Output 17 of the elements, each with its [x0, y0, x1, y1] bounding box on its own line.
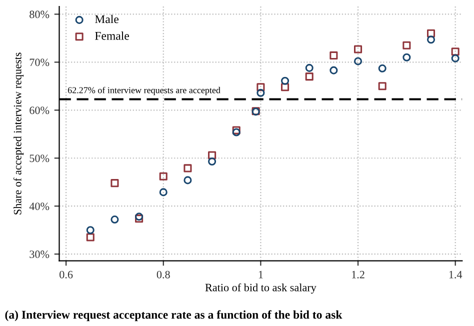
- y-tick-label: 60%: [30, 106, 50, 114]
- y-axis-title: Share of accepted interview requests: [13, 52, 24, 214]
- y-tick-label: 50%: [30, 154, 50, 162]
- y-tick-label: 70%: [30, 58, 50, 66]
- x-tick-label: 0.8: [156, 270, 170, 278]
- legend-label: Male: [95, 14, 119, 24]
- y-tick-label: 30%: [30, 250, 50, 258]
- x-tick-label: 1: [258, 270, 263, 278]
- x-axis-title: Ratio of bid to ask salary: [205, 283, 316, 294]
- y-tick-label: 40%: [29, 202, 50, 210]
- x-tick-label: 1.4: [449, 270, 462, 278]
- legend-label: Female: [95, 32, 130, 40]
- x-tick-label: 0.6: [60, 270, 73, 278]
- ref-line-label: 62.27% of interview requests are accepted: [68, 86, 220, 96]
- x-tick-label: 1.2: [352, 270, 364, 278]
- y-tick-label: 80%: [30, 10, 50, 18]
- text: (a) Interview request acceptance rate as a function of the bid to ask: [5, 310, 342, 322]
